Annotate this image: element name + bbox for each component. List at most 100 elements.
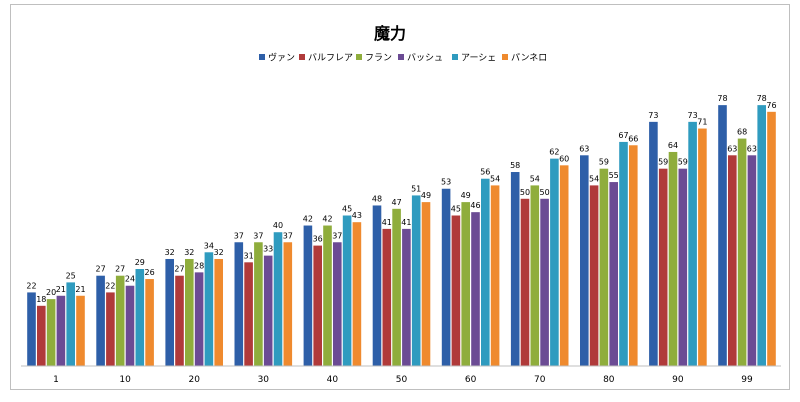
bar (175, 275, 184, 366)
data-label: 21 (75, 285, 85, 294)
bar (273, 232, 283, 366)
data-label: 63 (579, 144, 589, 153)
data-label: 25 (66, 271, 76, 280)
data-label: 53 (441, 178, 451, 187)
data-label: 37 (283, 231, 293, 240)
x-tick-label: 70 (534, 375, 546, 385)
bar (737, 138, 747, 366)
bar (471, 212, 480, 366)
bar (185, 258, 194, 366)
data-label: 50 (540, 188, 550, 197)
bar (254, 242, 263, 366)
bar (283, 242, 293, 366)
data-label: 42 (322, 215, 332, 224)
data-label: 45 (342, 205, 352, 214)
x-tick-label: 20 (188, 375, 200, 385)
x-tick-label: 99 (741, 375, 753, 385)
x-tick-label: 1 (53, 375, 59, 385)
x-tick-label: 50 (396, 375, 408, 385)
data-label: 73 (688, 111, 698, 120)
bar (263, 255, 273, 366)
legend-label: バルフレア (308, 53, 353, 64)
bar (333, 242, 342, 366)
data-label: 54 (530, 174, 540, 183)
data-label: 54 (490, 174, 500, 183)
bar (106, 292, 115, 366)
data-label: 33 (263, 245, 273, 254)
data-label: 55 (609, 171, 619, 180)
data-label: 63 (727, 144, 737, 153)
bar (421, 202, 431, 366)
data-label: 59 (678, 158, 688, 167)
data-label: 36 (313, 235, 323, 244)
bar (96, 275, 105, 366)
data-label: 22 (26, 281, 36, 290)
data-label: 64 (668, 141, 678, 150)
bar (441, 188, 451, 366)
data-label: 59 (599, 158, 609, 167)
bar (510, 172, 520, 366)
data-label: 68 (737, 128, 747, 137)
bar (767, 111, 776, 366)
data-label: 32 (214, 248, 224, 257)
bar (609, 182, 618, 366)
data-label: 66 (628, 134, 638, 143)
data-label: 67 (618, 131, 628, 140)
legend-label: アーシェ (461, 54, 496, 64)
legend-swatch (259, 54, 265, 60)
x-tick-label: 10 (119, 375, 131, 385)
bar (451, 215, 461, 366)
bar (649, 121, 658, 366)
data-label: 40 (273, 221, 283, 230)
bar (372, 205, 382, 366)
bar (234, 242, 244, 366)
bar (728, 155, 737, 366)
bar (46, 299, 56, 366)
bar (342, 215, 352, 366)
bar (56, 295, 66, 366)
bar (27, 292, 36, 366)
legend-label: フラン (365, 53, 392, 64)
bar (125, 285, 135, 366)
data-label: 45 (451, 205, 461, 214)
data-label: 42 (303, 215, 313, 224)
data-label: 27 (115, 265, 125, 274)
bar (145, 279, 154, 366)
data-label: 37 (332, 231, 342, 240)
legend-label: パンネロ (511, 53, 547, 64)
bar (313, 245, 322, 366)
data-label: 78 (717, 94, 727, 103)
bar (392, 208, 401, 366)
x-tick-label: 80 (603, 375, 615, 385)
data-label: 46 (470, 201, 480, 210)
bar (37, 305, 46, 366)
bar (214, 258, 223, 366)
data-label: 41 (382, 218, 392, 227)
bar (135, 269, 145, 366)
data-label: 24 (125, 275, 135, 284)
data-label: 18 (36, 295, 46, 304)
data-label: 43 (352, 211, 362, 220)
data-label: 58 (510, 161, 520, 170)
bar (629, 145, 638, 366)
bar (747, 155, 757, 366)
data-label: 49 (461, 191, 471, 200)
data-label: 22 (105, 281, 115, 290)
bar (757, 105, 766, 366)
data-label: 62 (549, 148, 559, 157)
bar (204, 252, 214, 366)
bar (66, 282, 75, 366)
legend-label: ヴァン (268, 52, 295, 64)
data-label: 31 (244, 251, 254, 260)
data-label: 63 (747, 144, 757, 153)
data-label: 27 (174, 265, 184, 274)
data-label: 60 (559, 154, 569, 163)
bar (165, 258, 174, 366)
bars (27, 105, 776, 366)
bar (382, 228, 392, 366)
bar (461, 202, 470, 366)
data-label: 51 (411, 184, 421, 193)
x-tick-label: 30 (258, 375, 270, 385)
bar (718, 105, 727, 366)
bar (599, 168, 609, 366)
